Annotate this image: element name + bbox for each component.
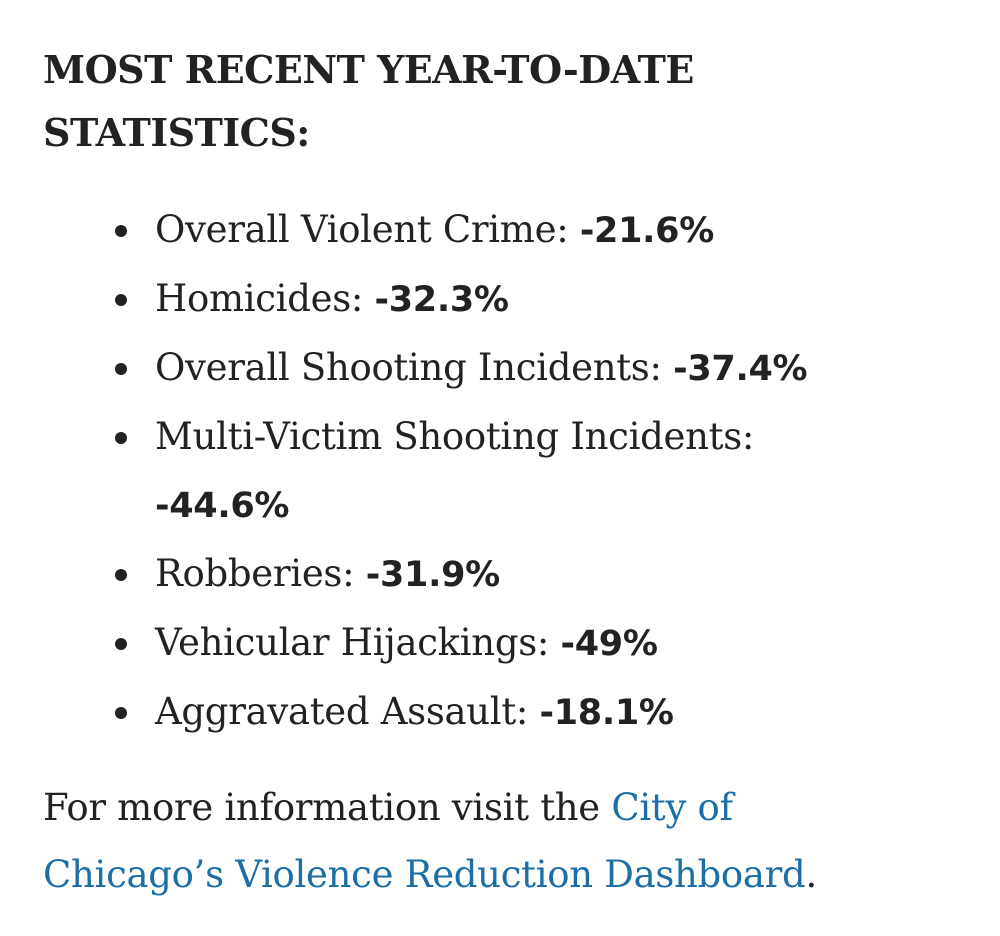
- bullet-icon: [115, 294, 127, 306]
- article-content: MOST RECENT YEAR-TO-DATE STATISTICS: Ove…: [43, 38, 943, 896]
- stat-value: -32.3%: [374, 280, 509, 320]
- stat-value: -44.6%: [155, 486, 290, 526]
- stat-label: Overall Shooting Incidents:: [155, 346, 674, 389]
- bullet-icon: [115, 638, 127, 650]
- more-info-paragraph: For more information visit the City of C…: [43, 774, 923, 908]
- more-info-text: For more information visit the: [43, 786, 612, 829]
- stat-value: -49%: [560, 624, 658, 664]
- stat-value: -31.9%: [365, 555, 500, 595]
- bullet-icon: [115, 707, 127, 719]
- stat-item-overall-shooting-incidents: Overall Shooting Incidents: -37.4%: [115, 334, 815, 403]
- stat-item-multi-victim-shooting-incidents: Multi-Victim Shooting Incidents: -44.6%: [115, 403, 815, 540]
- more-info-period: .: [805, 853, 817, 896]
- stat-label: Overall Violent Crime:: [155, 208, 580, 251]
- stat-label: Robberies:: [155, 552, 366, 595]
- stat-item-aggravated-assault: Aggravated Assault: -18.1%: [115, 678, 815, 747]
- statistics-list: Overall Violent Crime: -21.6% Homicides:…: [115, 196, 815, 747]
- bullet-icon: [115, 569, 127, 581]
- bullet-icon: [115, 432, 127, 444]
- violence-reduction-dashboard-link[interactable]: City of Chicago’s Violence Reduction Das…: [43, 786, 806, 896]
- statistics-heading: MOST RECENT YEAR-TO-DATE STATISTICS:: [43, 47, 694, 155]
- stat-label: Vehicular Hijackings:: [155, 621, 561, 664]
- stat-value: -18.1%: [539, 693, 674, 733]
- bullet-icon: [115, 363, 127, 375]
- stat-label: Aggravated Assault:: [155, 690, 540, 733]
- stat-value: -21.6%: [579, 211, 714, 251]
- stat-item-vehicular-hijackings: Vehicular Hijackings: -49%: [115, 609, 815, 678]
- bullet-icon: [115, 225, 127, 237]
- stat-label: Homicides:: [155, 277, 375, 320]
- stat-item-overall-violent-crime: Overall Violent Crime: -21.6%: [115, 196, 815, 265]
- stat-item-homicides: Homicides: -32.3%: [115, 265, 815, 334]
- stat-label: Multi-Victim Shooting Incidents:: [155, 415, 755, 458]
- stat-item-robberies: Robberies: -31.9%: [115, 540, 815, 609]
- stat-value: -37.4%: [673, 349, 808, 389]
